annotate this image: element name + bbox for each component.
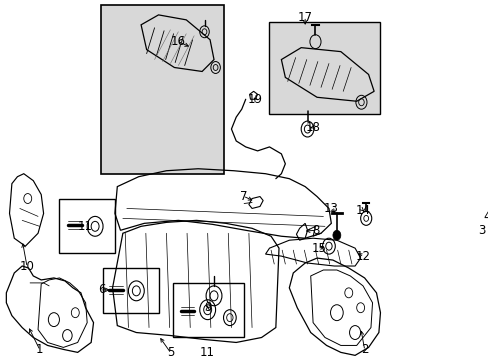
Text: 14: 14 — [355, 204, 370, 217]
Text: 7: 7 — [240, 190, 247, 203]
Text: 8: 8 — [311, 224, 319, 237]
Text: 4: 4 — [483, 210, 488, 223]
Text: 1: 1 — [36, 343, 43, 356]
Text: 5: 5 — [166, 346, 174, 359]
Text: 18: 18 — [305, 121, 320, 134]
Text: 16: 16 — [170, 35, 185, 48]
Bar — [101, 5, 223, 174]
Text: 12: 12 — [355, 249, 370, 262]
Text: 15: 15 — [310, 242, 325, 255]
Text: 6: 6 — [98, 283, 105, 296]
Text: 11: 11 — [200, 346, 215, 359]
Bar — [269, 22, 380, 114]
Text: 19: 19 — [247, 93, 262, 106]
Text: 17: 17 — [297, 12, 312, 24]
Text: 13: 13 — [323, 202, 338, 215]
Circle shape — [332, 230, 340, 240]
Text: 11: 11 — [78, 220, 93, 233]
Text: 10: 10 — [20, 260, 34, 273]
Bar — [103, 268, 158, 313]
Text: 9: 9 — [203, 301, 211, 314]
Text: 3: 3 — [477, 224, 485, 237]
Bar — [60, 198, 115, 253]
Text: 2: 2 — [360, 343, 367, 356]
Bar — [172, 283, 244, 337]
